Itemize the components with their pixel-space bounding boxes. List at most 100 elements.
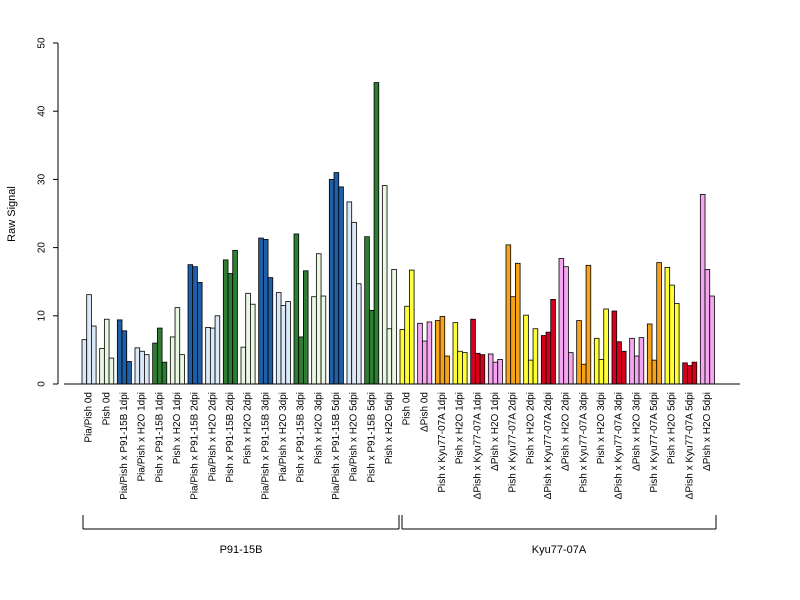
y-axis: 0 10 20 30 40 50: [37, 37, 59, 387]
bar: [351, 221, 357, 385]
bar: [585, 264, 592, 385]
x-tick-label: Pish x Kyu77-07A 2dpi: [508, 392, 519, 493]
bar: [302, 270, 309, 385]
bar: [285, 301, 291, 385]
x-tick-label: Pish x P91-15B 1dpi: [154, 392, 165, 483]
x-tick-label: Pish x H2O 2dpi: [525, 392, 536, 464]
bar: [461, 352, 468, 385]
bar: [249, 303, 256, 385]
bar: [373, 82, 380, 385]
bar: [169, 336, 176, 385]
x-tick-label: Pia/Pish x P91-15B 3dpi: [260, 392, 271, 500]
bar: [629, 337, 635, 385]
x-tick-label: Pish x P91-15B 3dpi: [296, 392, 307, 483]
bar: [86, 294, 92, 385]
bar: [603, 308, 609, 385]
bar: [187, 264, 194, 385]
bar: [134, 347, 141, 385]
bar: [682, 362, 688, 385]
bar: [386, 328, 393, 385]
bar: [638, 337, 645, 385]
bar: [121, 330, 128, 385]
bar: [417, 322, 423, 385]
group-label: P91-15B: [220, 544, 263, 556]
bar: [280, 305, 287, 385]
bar: [315, 253, 322, 385]
x-tick-label: Pish x H2O 5dpi: [384, 392, 395, 464]
bar: [686, 365, 693, 385]
x-tick-label: ΔPish x H2O 2dpi: [561, 392, 572, 471]
y-tick-label: 20: [37, 242, 48, 254]
bar: [258, 237, 264, 385]
bar: [510, 296, 516, 385]
x-tick-label: Pia/Pish 0d: [84, 392, 95, 443]
bar: [452, 322, 459, 385]
bar: [116, 319, 123, 385]
bar: [563, 266, 569, 385]
x-tick-label: Pia/Pish x P91-15B 2dpi: [190, 392, 201, 500]
bar: [664, 266, 671, 385]
y-tick-label: 0: [37, 381, 48, 387]
bar: [214, 315, 221, 385]
bar: [550, 299, 556, 385]
bar: [262, 239, 269, 385]
bar: [532, 328, 539, 385]
bar: [156, 327, 163, 385]
bar: [457, 350, 463, 385]
x-tick-label: ΔPish x Kyu77-07A 2dpi: [543, 392, 554, 499]
bar: [558, 258, 565, 385]
bar: [81, 339, 88, 385]
x-tick-label: Pia/Pish x P91-15B 5dpi: [331, 392, 342, 500]
bar: [656, 262, 662, 385]
bar: [161, 361, 168, 385]
bar: [669, 284, 675, 385]
x-tick-label: Pish 0d: [101, 392, 112, 425]
x-tick-label: Pish x H2O 2dpi: [243, 392, 254, 464]
bar: [704, 269, 711, 385]
bar: [404, 305, 410, 385]
x-tick-label: Pish 0d: [402, 392, 413, 425]
bar: [699, 193, 706, 385]
x-tick-label: Pish x Kyu77-07A 5dpi: [649, 392, 660, 493]
y-tick-label: 40: [37, 105, 48, 117]
bar: [492, 361, 499, 385]
bar: [320, 295, 327, 385]
bar: [691, 361, 698, 385]
bar: [240, 346, 247, 385]
bar: [205, 326, 211, 385]
bar: [333, 172, 340, 385]
bar: [174, 307, 181, 385]
x-tick-label: Pia/Pish x H2O 1dpi: [137, 392, 148, 482]
bar: [192, 266, 198, 385]
bar: [633, 355, 640, 385]
bar: [505, 244, 512, 385]
bar: [593, 337, 600, 385]
x-tick-label: Pia/Pish x H2O 2dpi: [207, 392, 218, 482]
bar: [328, 178, 335, 385]
bar: [646, 323, 653, 385]
bar: [399, 329, 406, 385]
bar: [651, 359, 658, 385]
bar: [298, 336, 304, 385]
bar: [143, 354, 150, 385]
bar: [580, 363, 587, 385]
bar: [479, 354, 486, 385]
bar: [152, 342, 158, 385]
bar: [126, 361, 132, 385]
y-tick-label: 50: [37, 37, 48, 49]
bar: [487, 353, 494, 385]
bar: [338, 186, 344, 385]
bar: [576, 320, 582, 385]
bar: [355, 283, 362, 385]
x-tick-label: ΔPish 0d: [419, 392, 430, 432]
y-axis-title: Raw Signal: [6, 186, 18, 242]
bar: [523, 314, 529, 385]
bar: [527, 359, 534, 385]
x-tick-labels: Pia/Pish 0d Pish 0d Pia/Pish x P91-15B 1dp…: [84, 392, 713, 500]
bar: [540, 335, 547, 385]
bar: [421, 340, 428, 385]
bar: [364, 236, 370, 385]
group-brackets: P91-15B Kyu77-07A: [82, 515, 717, 556]
x-tick-label: ΔPish x Kyu77-07A 5dpi: [684, 392, 695, 499]
x-tick-label: Pish x Kyu77-07A 1dpi: [437, 392, 448, 493]
